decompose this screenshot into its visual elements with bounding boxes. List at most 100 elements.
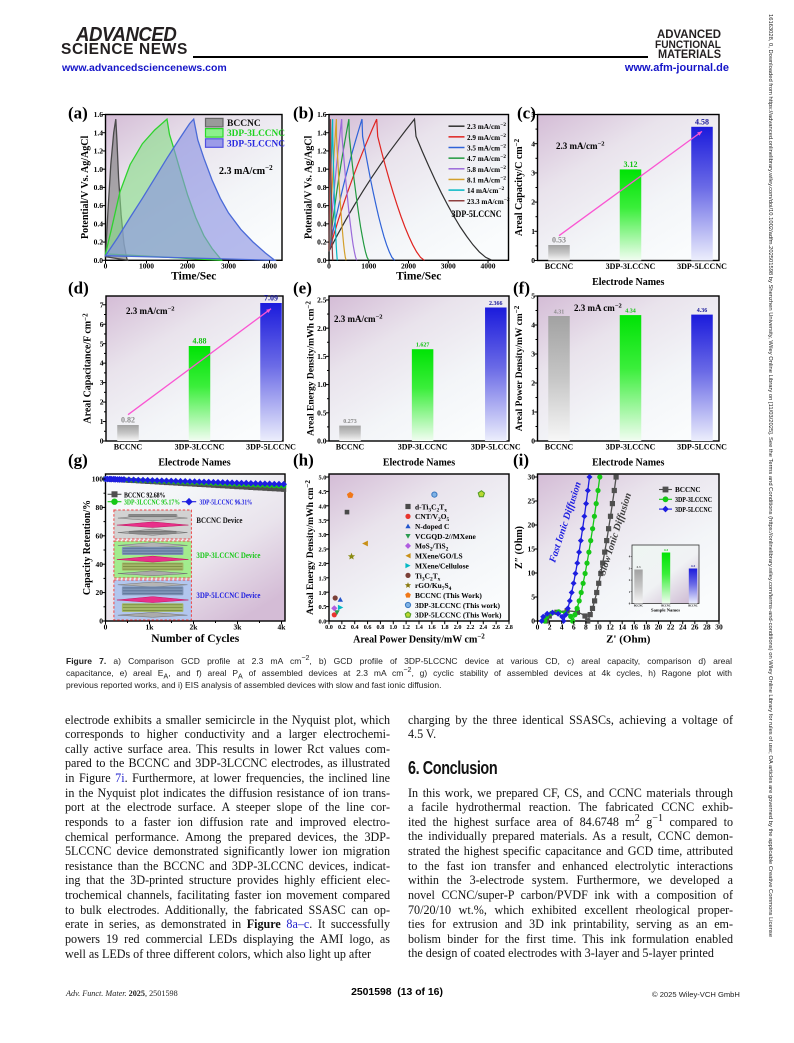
svg-text:4.0: 4.0 bbox=[319, 503, 327, 510]
svg-text:3DP-5LCCNC: 3DP-5LCCNC bbox=[246, 443, 296, 452]
svg-text:18: 18 bbox=[643, 623, 651, 632]
svg-text:Electrode Names: Electrode Names bbox=[592, 277, 664, 288]
svg-text:0: 0 bbox=[531, 437, 535, 446]
svg-text:2: 2 bbox=[548, 623, 552, 632]
svg-text:6: 6 bbox=[100, 320, 104, 329]
svg-text:2.5: 2.5 bbox=[317, 296, 327, 305]
svg-text:2.2: 2.2 bbox=[467, 624, 475, 631]
svg-text:0.6: 0.6 bbox=[94, 201, 104, 210]
svg-text:1.4: 1.4 bbox=[94, 128, 104, 137]
svg-text:4.36: 4.36 bbox=[697, 308, 708, 314]
svg-text:Areal Energy Density/mWh cm−2: Areal Energy Density/mWh cm−2 bbox=[305, 301, 317, 436]
svg-text:3DP-5LCCNC: 3DP-5LCCNC bbox=[471, 443, 521, 452]
svg-text:1.0: 1.0 bbox=[319, 590, 327, 597]
svg-text:0: 0 bbox=[531, 617, 535, 626]
svg-text:rGO/Ku7S4: rGO/Ku7S4 bbox=[415, 581, 452, 592]
svg-text:16: 16 bbox=[631, 623, 639, 632]
svg-text:1.2: 1.2 bbox=[402, 624, 410, 631]
svg-text:6: 6 bbox=[572, 623, 576, 632]
svg-text:0: 0 bbox=[104, 623, 108, 632]
svg-text:3DP-5LCCNC 96.31%: 3DP-5LCCNC 96.31% bbox=[200, 499, 253, 507]
svg-text:MXene/GO/LS: MXene/GO/LS bbox=[415, 552, 463, 561]
svg-text:3.5 mA/cm−2: 3.5 mA/cm−2 bbox=[467, 144, 506, 153]
svg-text:2.0: 2.0 bbox=[319, 561, 327, 568]
svg-text:3DP-3LCCNC: 3DP-3LCCNC bbox=[606, 262, 656, 271]
svg-text:0: 0 bbox=[104, 261, 108, 270]
svg-text:3DP-5LCCNC: 3DP-5LCCNC bbox=[452, 209, 502, 219]
svg-text:3DP-3LCCNC: 3DP-3LCCNC bbox=[175, 443, 225, 452]
svg-text:Time/Sec: Time/Sec bbox=[396, 270, 441, 282]
svg-text:BCCNC (This Work): BCCNC (This Work) bbox=[415, 591, 482, 600]
svg-text:Electrode Names: Electrode Names bbox=[158, 458, 230, 469]
svg-text:4000: 4000 bbox=[481, 261, 496, 270]
svg-text:MoS2/TiS2: MoS2/TiS2 bbox=[415, 542, 449, 553]
svg-text:100: 100 bbox=[92, 475, 104, 484]
svg-text:BCCNC: BCCNC bbox=[227, 119, 261, 129]
svg-text:3DP-3LCCNC: 3DP-3LCCNC bbox=[606, 443, 656, 452]
svg-text:0.4: 0.4 bbox=[317, 219, 327, 228]
svg-text:5.8 mA/cm−2: 5.8 mA/cm−2 bbox=[467, 165, 506, 174]
svg-text:(e): (e) bbox=[293, 279, 312, 298]
svg-text:BCCNC: BCCNC bbox=[545, 262, 574, 271]
svg-text:2: 2 bbox=[531, 379, 535, 388]
svg-text:8: 8 bbox=[584, 623, 588, 632]
svg-text:4.7 mA/cm−2: 4.7 mA/cm−2 bbox=[467, 154, 506, 163]
svg-text:1.0: 1.0 bbox=[94, 165, 104, 174]
svg-text:2.366: 2.366 bbox=[489, 301, 503, 307]
svg-text:4.88: 4.88 bbox=[193, 337, 207, 346]
svg-text:4: 4 bbox=[100, 359, 104, 368]
svg-text:0.4: 0.4 bbox=[94, 219, 104, 228]
svg-text:1000: 1000 bbox=[139, 261, 154, 270]
svg-text:2.6: 2.6 bbox=[492, 624, 500, 631]
svg-text:0.5: 0.5 bbox=[319, 604, 327, 611]
svg-text:BCCNC: BCCNC bbox=[336, 443, 365, 452]
svg-text:0.0: 0.0 bbox=[317, 437, 327, 446]
svg-text:BCCNC: BCCNC bbox=[545, 443, 574, 452]
svg-text:26: 26 bbox=[691, 623, 699, 632]
svg-text:(f): (f) bbox=[513, 279, 530, 298]
svg-text:1.6: 1.6 bbox=[94, 110, 104, 119]
svg-text:1: 1 bbox=[629, 591, 631, 594]
svg-text:VCGQD-2//MXene: VCGQD-2//MXene bbox=[415, 532, 476, 541]
svg-text:14 mA/cm−2: 14 mA/cm−2 bbox=[467, 186, 504, 195]
svg-text:2.0: 2.0 bbox=[317, 324, 327, 333]
svg-text:CNT/V2O5: CNT/V2O5 bbox=[415, 512, 450, 523]
svg-text:4: 4 bbox=[531, 321, 535, 330]
svg-text:FUNCTIONAL: FUNCTIONAL bbox=[655, 39, 721, 51]
svg-text:3DP-5LCCNC: 3DP-5LCCNC bbox=[677, 443, 727, 452]
svg-text:N-doped C: N-doped C bbox=[415, 522, 449, 531]
svg-text:Ti3C2Tx: Ti3C2Tx bbox=[415, 571, 441, 582]
svg-text:0: 0 bbox=[531, 256, 535, 265]
svg-text:BCCNC Device: BCCNC Device bbox=[196, 516, 242, 525]
svg-text:2.3 mA/cm−2: 2.3 mA/cm−2 bbox=[556, 141, 604, 152]
svg-text:Areal Power Density/mW cm−2: Areal Power Density/mW cm−2 bbox=[513, 305, 525, 431]
svg-text:0: 0 bbox=[629, 603, 631, 606]
svg-text:3DP-3LCCNC: 3DP-3LCCNC bbox=[227, 129, 285, 139]
svg-text:MATERIALS: MATERIALS bbox=[658, 47, 721, 60]
svg-text:2.3 mA/cm−2: 2.3 mA/cm−2 bbox=[126, 306, 174, 317]
svg-text:Sample Names: Sample Names bbox=[651, 608, 680, 613]
svg-text:10: 10 bbox=[594, 623, 602, 632]
svg-text:3DP-3LCCNC (This work): 3DP-3LCCNC (This work) bbox=[415, 601, 501, 610]
svg-text:ADVANCED: ADVANCED bbox=[657, 28, 721, 41]
svg-text:(b): (b) bbox=[293, 104, 314, 123]
svg-text:4000: 4000 bbox=[262, 261, 277, 270]
svg-text:4: 4 bbox=[629, 556, 631, 559]
svg-text:(i): (i) bbox=[513, 451, 529, 470]
svg-text:Electrode Names: Electrode Names bbox=[592, 458, 664, 469]
svg-text:4.5: 4.5 bbox=[319, 489, 327, 496]
svg-text:2000: 2000 bbox=[180, 261, 195, 270]
svg-text:2.0: 2.0 bbox=[454, 624, 462, 631]
svg-text:Capacity Retention/%: Capacity Retention/% bbox=[82, 500, 93, 595]
svg-text:0.0: 0.0 bbox=[94, 256, 104, 265]
svg-text:2k: 2k bbox=[190, 623, 199, 632]
svg-text:BCCNC 92.68%: BCCNC 92.68% bbox=[124, 491, 166, 499]
svg-text:1.0: 1.0 bbox=[389, 624, 397, 631]
svg-text:15: 15 bbox=[528, 545, 536, 554]
svg-text:0.2: 0.2 bbox=[94, 238, 104, 247]
svg-text:2: 2 bbox=[531, 198, 535, 207]
svg-text:Areal Power Density/mW cm−2: Areal Power Density/mW cm−2 bbox=[353, 633, 485, 646]
svg-text:0.5: 0.5 bbox=[317, 408, 327, 417]
svg-text:Areal Energy Density/mWh cm−2: Areal Energy Density/mWh cm−2 bbox=[304, 480, 316, 615]
svg-text:5.0: 5.0 bbox=[319, 475, 327, 482]
